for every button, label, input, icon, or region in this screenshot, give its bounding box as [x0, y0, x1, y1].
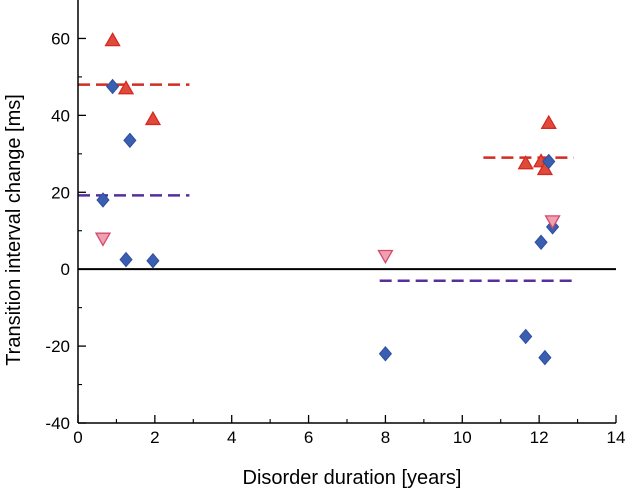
y-axis-label: Transition interval change [ms] [3, 94, 25, 366]
x-tick-label: 8 [381, 428, 390, 447]
plot-area [78, 32, 616, 366]
triangle-up-point [104, 32, 121, 47]
y-tick-label: -20 [45, 337, 70, 356]
triangle-down-point [377, 249, 394, 265]
triangle-up-point [117, 80, 135, 95]
diamond-point [96, 192, 110, 208]
diamond-point [538, 349, 552, 366]
y-tick-label: 60 [51, 29, 70, 48]
x-tick-label: 2 [150, 428, 159, 447]
y-tick-label: 40 [51, 106, 70, 125]
diamond-point [119, 251, 133, 268]
x-tick-label: 0 [73, 428, 82, 447]
diamond-point [534, 234, 548, 251]
x-axis-label: Disorder duration [years] [243, 467, 462, 489]
diamond-point [105, 78, 120, 95]
x-tick-label: 12 [530, 428, 549, 447]
triangle-up-point [517, 155, 534, 170]
diamond-point [146, 252, 160, 269]
y-tick-label: 20 [51, 183, 70, 202]
y-tick-label: -40 [45, 414, 70, 433]
x-tick-label: 14 [607, 428, 626, 447]
y-tick-label: 0 [61, 260, 70, 279]
triangle-down-point [544, 215, 561, 230]
x-tick-label: 4 [227, 428, 236, 447]
x-tick-label: 10 [453, 428, 472, 447]
x-tick-label: 6 [304, 428, 313, 447]
axes: 0 2 4 6 8 10 12 14 -40 -20 0 20 40 60 [45, 0, 625, 447]
triangle-down-point [94, 232, 112, 247]
diamond-point [519, 328, 533, 345]
triangle-up-point [144, 110, 162, 126]
diamond-point [378, 346, 393, 362]
triangle-up-point [540, 114, 557, 129]
diamond-point [123, 132, 137, 149]
diamond-point [542, 153, 556, 170]
